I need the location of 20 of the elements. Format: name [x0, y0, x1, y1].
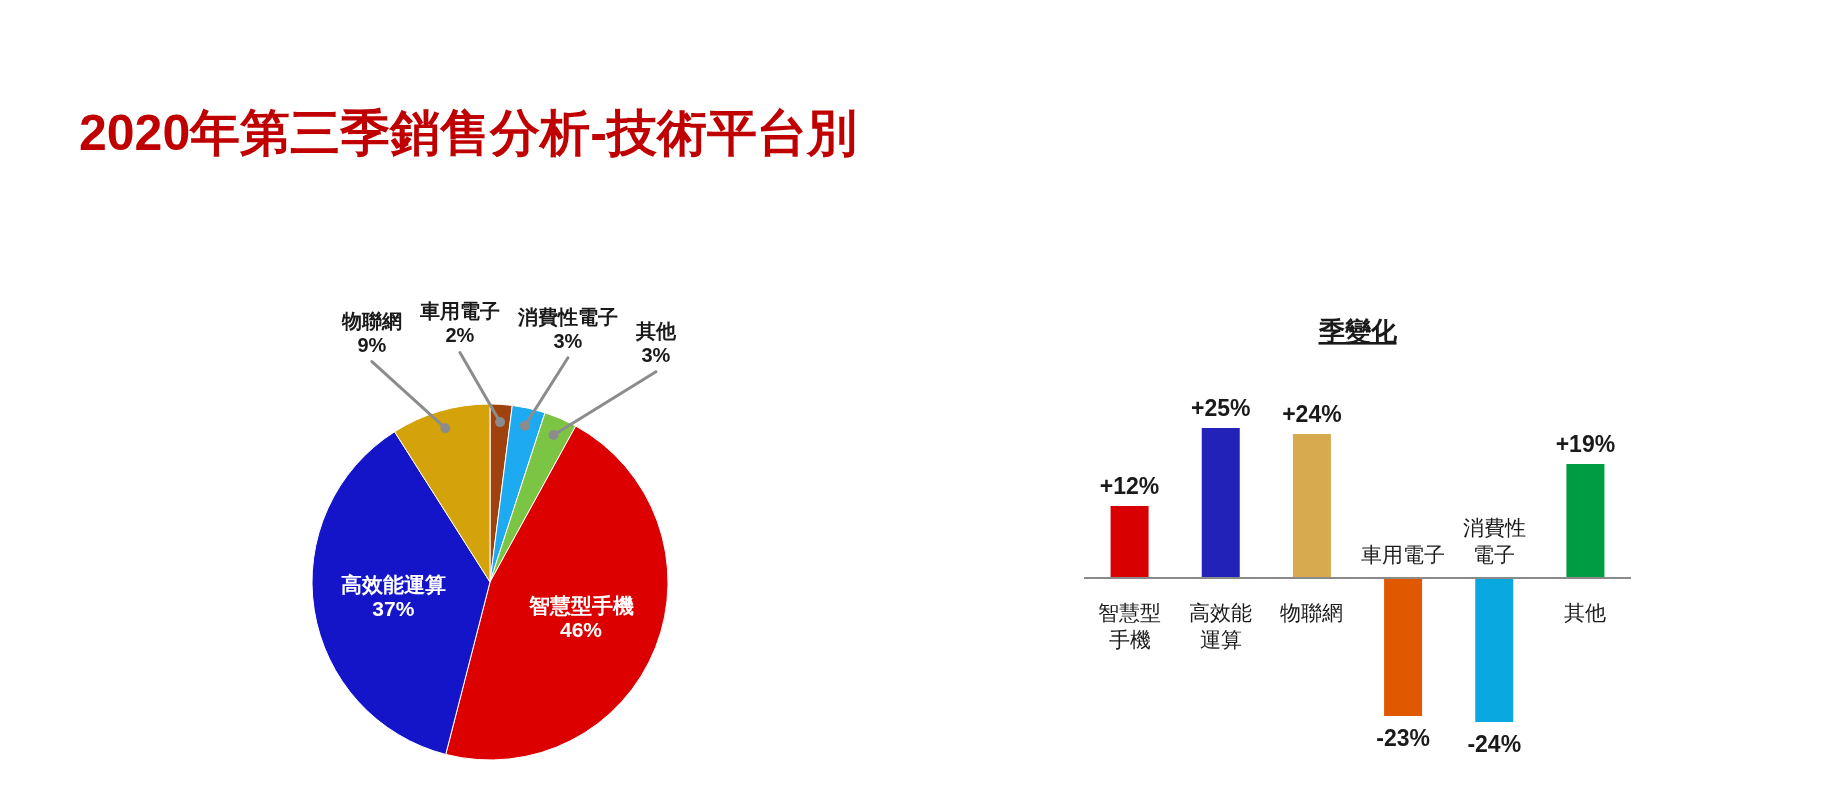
data-label: 消費性電子 3% — [517, 305, 618, 352]
data-label: 車用電子 2% — [419, 300, 500, 347]
data-label: +25% — [1191, 395, 1251, 421]
data-label: +24% — [1282, 401, 1342, 427]
x-tick-label: 物聯網 — [1280, 601, 1344, 624]
x-tick-label: 高效能運算 — [1189, 601, 1253, 651]
title: 2020年第三季銷售分析-技術平台別 — [79, 105, 857, 161]
data-label: 智慧型手機 46% — [528, 594, 634, 642]
data-label: 物聯網 9% — [341, 309, 402, 356]
data-label: -24% — [1467, 731, 1522, 757]
data-label: +19% — [1555, 431, 1616, 457]
x-tick-label: 消費性電子 — [1462, 516, 1526, 566]
data-label: 其他 3% — [635, 319, 676, 366]
title: 季變化 — [1318, 316, 1397, 346]
data-label: -23% — [1376, 725, 1430, 751]
data-label: +12% — [1099, 473, 1160, 499]
x-tick-label: 其他 — [1564, 601, 1607, 624]
x-tick-label: 車用電子 — [1361, 543, 1446, 566]
data-label: 高效能運算 37% — [340, 573, 446, 621]
x-tick-label: 智慧型手機 — [1098, 601, 1162, 651]
